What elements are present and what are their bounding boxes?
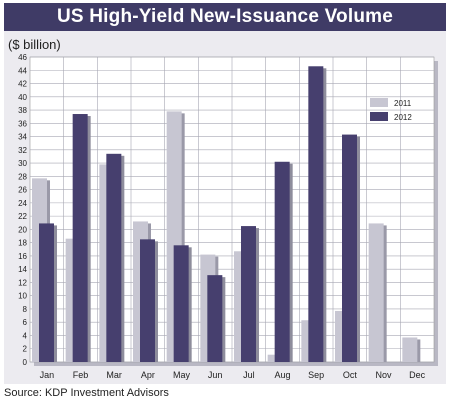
x-tick-label: May <box>173 370 191 380</box>
legend-label-2012: 2012 <box>394 113 412 122</box>
x-tick-label: Oct <box>343 370 358 380</box>
y-tick-label: 0 <box>23 358 28 367</box>
y-tick-label: 24 <box>18 199 27 208</box>
bar-2011 <box>402 337 418 362</box>
y-tick-label: 14 <box>18 265 27 274</box>
y-tick-label: 28 <box>18 172 27 181</box>
y-tick-label: 8 <box>23 305 28 314</box>
x-tick-label: Dec <box>409 370 426 380</box>
bar-2012 <box>342 134 357 362</box>
x-tick-label: Jun <box>208 370 223 380</box>
x-tick-label: Mar <box>106 370 122 380</box>
y-tick-label: 4 <box>23 331 28 340</box>
y-tick-label: 26 <box>18 186 27 195</box>
bar-2012 <box>241 226 256 362</box>
bar-2012 <box>308 66 324 363</box>
source-note: Source: KDP Investment Advisors <box>4 387 169 399</box>
x-tick-label: Nov <box>375 370 392 380</box>
y-tick-label: 44 <box>18 66 27 75</box>
x-tick-label: Jan <box>40 370 55 380</box>
bar-2012 <box>207 275 223 362</box>
bar-2011 <box>368 223 384 362</box>
legend-label-2011: 2011 <box>394 99 412 108</box>
y-tick-label: 40 <box>18 93 27 102</box>
bar-2012 <box>274 161 290 362</box>
x-tick-label: Aug <box>274 370 290 380</box>
y-tick-label: 38 <box>18 106 27 115</box>
bar-2012 <box>140 239 155 362</box>
bar-2012 <box>106 153 122 362</box>
y-tick-label: 18 <box>18 239 27 248</box>
x-tick-label: Apr <box>141 370 155 380</box>
y-tick-label: 6 <box>23 318 28 327</box>
y-tick-label: 30 <box>18 159 27 168</box>
legend-swatch-2012 <box>370 112 388 121</box>
bar-2012 <box>173 245 189 362</box>
y-tick-label: 22 <box>18 212 27 221</box>
legend-swatch-2011 <box>370 98 388 107</box>
y-tick-label: 20 <box>18 225 27 234</box>
y-tick-label: 42 <box>18 80 27 89</box>
bar-2012 <box>72 114 88 363</box>
unit-label: ($ billion) <box>8 37 61 52</box>
y-tick-label: 36 <box>18 119 27 128</box>
x-tick-label: Feb <box>73 370 89 380</box>
x-tick-label: Jul <box>243 370 255 380</box>
y-tick-label: 32 <box>18 146 27 155</box>
x-tick-label: Sep <box>308 370 324 380</box>
y-tick-label: 2 <box>23 345 28 354</box>
y-tick-label: 16 <box>18 252 27 261</box>
y-tick-label: 10 <box>18 292 27 301</box>
bar-2012 <box>39 223 54 362</box>
chart-title: US High-Yield New-Issuance Volume <box>4 3 446 31</box>
y-tick-label: 34 <box>18 133 27 142</box>
y-tick-label: 12 <box>18 278 27 287</box>
y-tick-label: 46 <box>18 53 27 62</box>
